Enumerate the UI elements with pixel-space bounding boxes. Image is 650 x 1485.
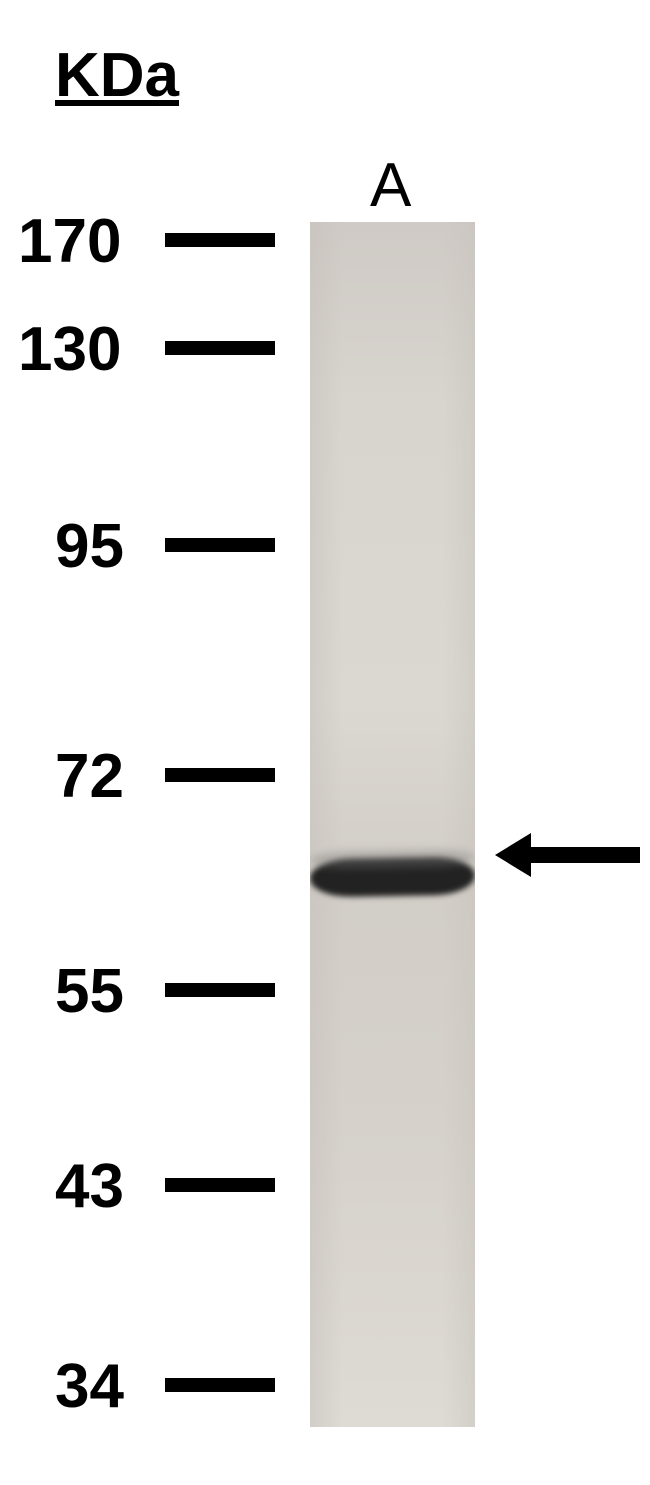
marker-label-95: 95 [55,511,124,582]
blot-lane-a [310,222,475,1427]
marker-tick-34 [165,1378,275,1392]
arrow-head-icon [495,833,531,877]
marker-tick-43 [165,1178,275,1192]
marker-label-130: 130 [18,314,121,385]
marker-tick-170 [165,233,275,247]
marker-label-72: 72 [55,741,124,812]
lane-shade-overlay [310,222,475,1427]
marker-label-170: 170 [18,206,121,277]
lane-a-label: A [370,150,411,221]
marker-label-43: 43 [55,1151,124,1222]
arrow-shaft [531,847,640,863]
marker-tick-55 [165,983,275,997]
marker-tick-72 [165,768,275,782]
kda-unit-label: KDa [55,40,179,111]
marker-label-34: 34 [55,1351,124,1422]
marker-label-55: 55 [55,956,124,1027]
marker-tick-130 [165,341,275,355]
marker-tick-95 [165,538,275,552]
